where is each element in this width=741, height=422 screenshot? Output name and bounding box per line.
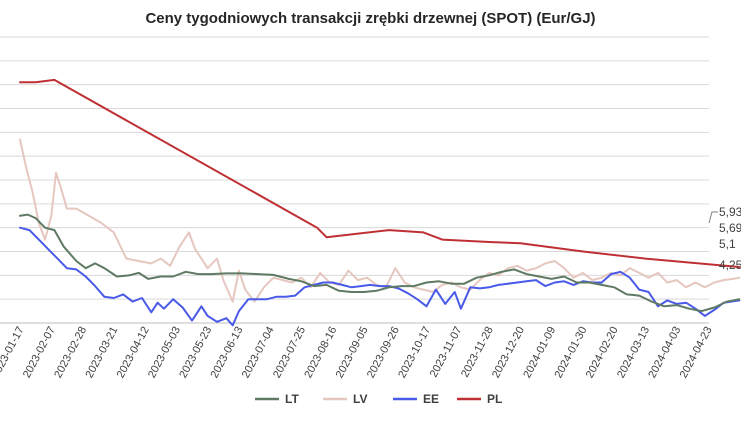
x-tick-label: 2024-04-23 [678, 325, 715, 380]
x-tick-label: 2024-02-20 [584, 325, 621, 380]
x-tick-label: 2023-09-05 [334, 325, 371, 380]
end-label-leader [708, 211, 718, 224]
x-tick-label: 2023-11-07 [428, 325, 465, 380]
x-tick-label: 2023-02-28 [52, 325, 89, 380]
x-tick-label: 2023-05-23 [177, 325, 214, 380]
end-value-label: 5,69 [719, 221, 741, 235]
x-tick-label: 2024-01-30 [553, 325, 590, 380]
gridlines [0, 36, 709, 324]
series-lines [19, 78, 741, 327]
x-axis: 2023-01-172023-02-072023-02-282023-03-21… [0, 325, 715, 380]
end-labels: 5,93 5,69 5,1 4,25 [708, 205, 741, 272]
x-tick-label: 2023-08-16 [302, 325, 339, 380]
x-tick-label: 2023-04-12 [115, 325, 152, 380]
series-line-lt [19, 213, 741, 313]
x-tick-label: 2023-05-03 [146, 325, 183, 380]
legend-label-pl: PL [487, 392, 502, 406]
chart-title: Ceny tygodniowych transakcji zrębki drze… [145, 10, 596, 27]
x-tick-label: 2023-06-13 [209, 325, 246, 380]
legend-label-ee: EE [423, 392, 439, 406]
x-tick-label: 2024-03-13 [615, 325, 652, 380]
series-line-ee [19, 226, 741, 327]
end-value-label: 4,25 [719, 258, 741, 272]
x-tick-label: 2023-02-07 [21, 325, 58, 380]
x-tick-label: 2023-09-26 [365, 325, 402, 380]
series-line-pl [19, 78, 741, 268]
legend: LT LV EE PL [255, 392, 502, 406]
x-tick-label: 2023-11-28 [459, 325, 496, 380]
x-tick-label: 2023-12-20 [490, 325, 527, 380]
x-tick-label: 2023-07-04 [240, 325, 277, 380]
legend-label-lv: LV [353, 392, 367, 406]
x-tick-label: 2024-01-09 [521, 325, 558, 380]
series-line-lv [19, 138, 741, 303]
legend-label-lt: LT [285, 392, 299, 406]
x-tick-label: 2024-04-03 [646, 325, 683, 380]
x-tick-label: 2023-07-25 [271, 325, 308, 380]
end-value-label: 5,93 [719, 205, 741, 219]
end-value-label: 5,1 [719, 237, 736, 251]
x-tick-label: 2023-03-21 [83, 325, 120, 380]
x-tick-label: 2023-10-17 [396, 325, 433, 380]
